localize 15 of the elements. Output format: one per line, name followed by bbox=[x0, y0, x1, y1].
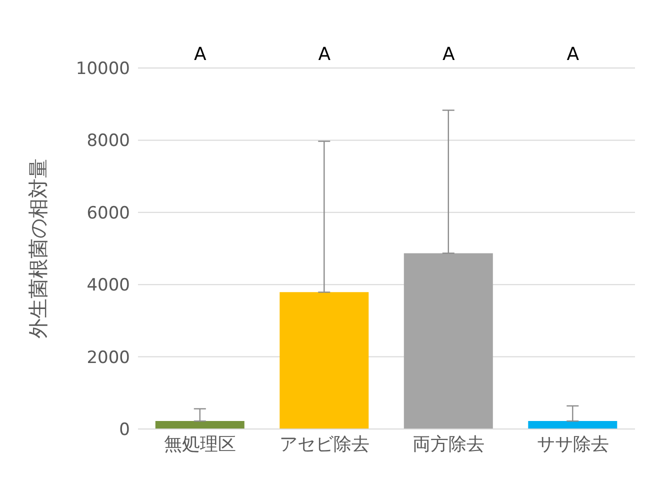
y-tick-label: 10000 bbox=[76, 59, 130, 80]
text: A bbox=[318, 44, 332, 65]
x-tick-label: アセビ除去 bbox=[279, 434, 370, 455]
text: A bbox=[442, 44, 456, 65]
text: A bbox=[566, 44, 580, 65]
x-tick-label: 両方除去 bbox=[412, 434, 485, 455]
y-axis-title: 外生菌根菌の相対量 bbox=[26, 158, 50, 338]
text: A bbox=[194, 44, 207, 65]
y-tick-label: 8000 bbox=[86, 131, 130, 152]
y-tick-label: 0 bbox=[119, 420, 130, 440]
x-tick-label: ササ除去 bbox=[536, 434, 609, 455]
y-tick-label: 4000 bbox=[86, 276, 130, 296]
y-tick-label: 6000 bbox=[86, 203, 130, 224]
x-tick-label: 無処理区 bbox=[164, 434, 236, 455]
y-tick-label: 2000 bbox=[86, 348, 130, 368]
